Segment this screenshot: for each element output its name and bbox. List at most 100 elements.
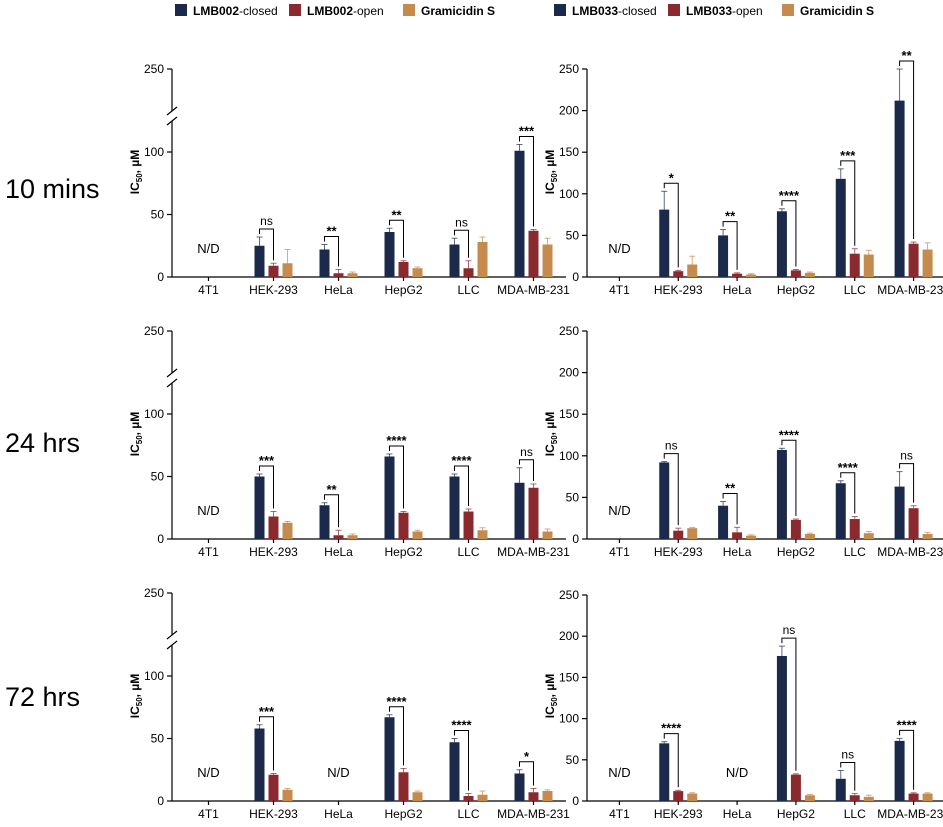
bar-closed <box>514 482 525 539</box>
x-tick-label: MDA-MB-231 <box>497 283 570 297</box>
bar-open <box>673 530 684 539</box>
y-axis-label-ylabel_sub: 50 <box>135 697 144 706</box>
row-label: 72 hrs <box>5 682 80 712</box>
significance-bracket <box>324 236 339 267</box>
x-tick-label: HEK-293 <box>249 283 298 297</box>
bar-closed <box>449 742 460 801</box>
x-tick-label: HeLa <box>324 283 353 297</box>
y-axis-label: IC50, µM <box>128 150 144 194</box>
legend-label-rest: -closed <box>239 4 278 18</box>
bar-open <box>528 792 539 801</box>
significance-label: **** <box>451 453 472 468</box>
significance-label: ns <box>520 445 533 459</box>
bar-open <box>398 772 409 801</box>
bar-closed <box>514 773 525 801</box>
significance-label: ** <box>725 209 736 224</box>
bar-closed <box>659 743 670 801</box>
bar-closed <box>659 209 670 277</box>
bar-closed <box>776 655 787 801</box>
bar-closed <box>319 249 330 277</box>
significance-bracket <box>840 160 856 246</box>
bar-closed <box>384 456 395 539</box>
bar-open <box>790 270 801 277</box>
legend-label-open: LMB002-open <box>307 4 384 18</box>
bar-gramicidin <box>922 793 933 801</box>
significance-bracket <box>454 229 469 258</box>
y-tick-label: 100 <box>559 449 579 463</box>
bar-open <box>463 796 474 801</box>
y-axis-label-ylabel_unit: , µM <box>128 674 142 698</box>
y-tick-label: 0 <box>157 794 164 808</box>
bar-closed <box>835 778 846 801</box>
significance-bracket <box>781 200 797 267</box>
legend-label-gramicidin: Gramicidin S <box>421 4 495 18</box>
legend-item-closed: LMB002-closed <box>175 4 278 18</box>
significance-label: ** <box>326 482 337 497</box>
significance-label: ** <box>725 481 736 496</box>
x-tick-label: LLC <box>457 283 479 297</box>
significance-label: ** <box>902 48 913 63</box>
bar-open <box>528 230 539 277</box>
x-tick-label: HeLa <box>723 545 752 559</box>
not-determined-label: N/D <box>197 241 219 256</box>
x-tick-label: 4T1 <box>198 807 219 821</box>
legend-label-bold: LMB002 <box>307 4 353 18</box>
x-tick-label: HepG2 <box>384 283 422 297</box>
legend-label-closed: LMB033-closed <box>572 4 657 18</box>
y-tick-label: 0 <box>572 532 579 546</box>
y-axis-label-ylabel_main: IC <box>543 182 557 194</box>
y-tick-label: 100 <box>144 145 164 159</box>
y-axis-label-ylabel_unit: , µM <box>128 412 142 436</box>
y-tick-label: 0 <box>572 270 579 284</box>
y-tick-label: 200 <box>559 366 579 380</box>
x-tick-label: MDA-MB-231 <box>877 545 943 559</box>
legend-label-open: LMB033-open <box>686 4 763 18</box>
significance-label: *** <box>840 148 856 163</box>
bar-gramicidin <box>922 249 933 277</box>
x-tick-label: HepG2 <box>777 283 815 297</box>
bar-closed <box>514 150 525 277</box>
y-tick-label: 250 <box>144 586 164 600</box>
bar-open <box>398 512 409 539</box>
x-tick-label: HeLa <box>324 545 353 559</box>
legend-label-bold: LMB033 <box>572 4 618 18</box>
significance-label: ns <box>841 748 854 762</box>
significance-label: * <box>669 170 675 185</box>
bar-closed <box>449 476 460 539</box>
legend-label-bold: LMB033 <box>686 4 732 18</box>
significance-bracket <box>389 706 404 766</box>
bar-gramicidin <box>477 530 488 539</box>
y-tick-label: 50 <box>151 470 165 484</box>
significance-bracket <box>781 637 797 771</box>
significance-bracket <box>899 729 915 790</box>
x-tick-label: LLC <box>844 283 866 297</box>
bar-gramicidin <box>804 795 815 801</box>
bar-open <box>463 268 474 277</box>
legend-item-open: LMB033-open <box>668 4 763 18</box>
y-tick-label: 0 <box>157 532 164 546</box>
legend-label-closed: LMB002-closed <box>193 4 278 18</box>
y-tick-label: 50 <box>151 732 165 746</box>
legend-swatch-closed <box>175 4 187 16</box>
bar-open <box>268 265 279 277</box>
bar-gramicidin <box>687 528 698 539</box>
bar-gramicidin <box>863 254 874 277</box>
legend-item-gramicidin: Gramicidin S <box>403 4 495 18</box>
y-tick-label: 50 <box>566 490 580 504</box>
significance-bracket <box>259 716 274 771</box>
significance-bracket <box>519 459 534 481</box>
bar-closed <box>776 449 787 539</box>
x-tick-label: MDA-MB-231 <box>497 807 570 821</box>
significance-label: ns <box>455 215 468 229</box>
bar-gramicidin <box>746 535 757 539</box>
y-axis-label-ylabel_sub: 50 <box>550 435 559 444</box>
bar-closed <box>718 235 729 277</box>
x-tick-label: MDA-MB-231 <box>877 283 943 297</box>
x-tick-label: 4T1 <box>609 807 630 821</box>
bar-open <box>268 516 279 539</box>
bar-gramicidin <box>282 522 293 539</box>
y-tick-label: 150 <box>559 407 579 421</box>
y-tick-label: 250 <box>559 62 579 76</box>
